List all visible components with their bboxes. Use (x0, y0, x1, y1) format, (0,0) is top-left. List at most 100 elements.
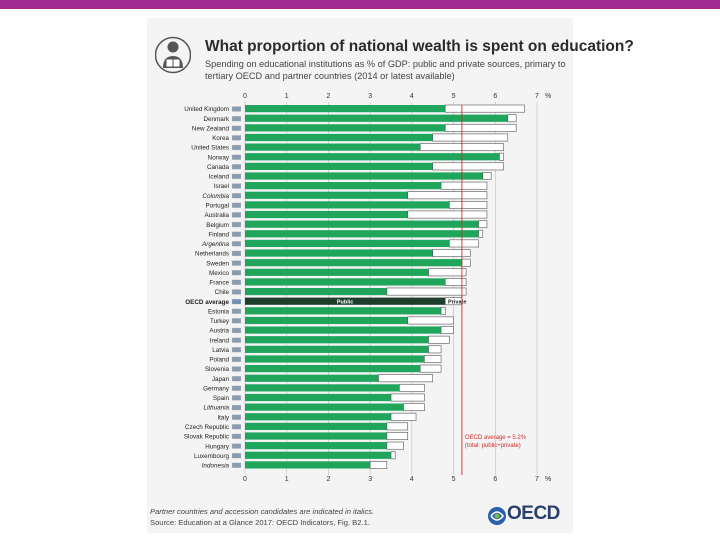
category-label: Lithuania (203, 405, 229, 412)
flag-icon (231, 375, 242, 382)
flag-icon (231, 241, 242, 247)
category-label: Norway (208, 154, 230, 161)
flag-icon (231, 404, 242, 411)
top-accent-bar (0, 0, 720, 9)
flag-icon (231, 356, 242, 363)
category-label: Sweden (206, 260, 229, 267)
bar-public (245, 162, 433, 170)
category-label: Latvia (212, 347, 229, 354)
x-tick-label-top: 3 (368, 93, 372, 100)
bar-public (245, 201, 450, 209)
flag-icon (231, 154, 242, 160)
oecd-average-annotation: (total: public+private) (465, 443, 521, 449)
category-label: OECD average (185, 299, 229, 306)
bar-public (245, 374, 379, 382)
category-label: Austria (209, 328, 229, 335)
flag-icon (231, 106, 242, 112)
bar-private (407, 191, 488, 200)
bar-private (407, 210, 488, 219)
bar-private (399, 383, 425, 392)
category-label: Japan (212, 376, 230, 383)
source-note: Source: Education at a Glance 2017: OECD… (150, 518, 370, 527)
bar-public (245, 210, 408, 219)
x-tick-label-top: 6 (493, 93, 497, 100)
flag-icon (231, 289, 242, 295)
bar-public (245, 143, 421, 151)
bar-private (428, 268, 467, 277)
x-tick-label-bottom: 7 (535, 476, 539, 483)
bar-public (245, 153, 500, 161)
flag-icon (231, 327, 242, 334)
x-tick-label-bottom: 0 (243, 476, 247, 483)
category-label: New Zealand (192, 125, 230, 132)
bar-public (245, 355, 425, 363)
category-label: Australia (205, 212, 230, 219)
flag-icon (231, 270, 242, 276)
bar-public (245, 451, 391, 459)
flag-icon (231, 298, 242, 305)
bar-private (432, 249, 471, 257)
category-label: United States (191, 145, 229, 152)
footnote: Partner countries and accession candidat… (150, 507, 375, 516)
category-label: Estonia (208, 308, 230, 315)
flag-icon (231, 135, 242, 141)
series-label-public: Public (337, 300, 354, 306)
category-label: Luxembourg (194, 453, 230, 460)
flag-icon (231, 424, 242, 430)
flag-icon (231, 193, 242, 199)
category-label: Slovenia (205, 366, 230, 373)
bar-public (245, 220, 479, 228)
category-label: Israel (214, 183, 229, 190)
category-label: France (209, 280, 229, 287)
bar-public (245, 268, 429, 276)
bar-private (386, 422, 408, 431)
bar-private (449, 201, 488, 209)
flag-icon (231, 308, 242, 314)
flag-icon (231, 414, 242, 420)
bar-public (245, 403, 404, 411)
x-tick-label-bottom: 5 (452, 476, 456, 483)
flag-icon (231, 173, 242, 180)
bar-private (440, 326, 454, 334)
bar-public (245, 316, 408, 325)
bar-public (245, 182, 442, 190)
bar-private (444, 278, 467, 286)
x-tick-label-bottom: 6 (493, 476, 497, 483)
category-label: Hungary (205, 443, 230, 450)
category-label: Colombia (202, 193, 229, 200)
flag-icon (231, 125, 242, 131)
oecd-logo-text: OECD (507, 503, 560, 524)
category-label: Iceland (209, 174, 230, 181)
flag-icon (231, 212, 242, 218)
bar-public (245, 336, 429, 344)
bar-private (390, 451, 396, 460)
bar-private (444, 104, 525, 113)
bar-private (386, 287, 467, 296)
category-label: Belgium (206, 222, 229, 229)
bar-private (432, 133, 509, 142)
category-label: United Kingdom (184, 106, 229, 113)
bar-public (245, 124, 446, 132)
bar-public (245, 422, 387, 430)
flag-icon (231, 443, 242, 449)
bar-private (419, 364, 442, 373)
flag-icon (231, 183, 242, 189)
bar-public (245, 442, 387, 450)
flag-icon (231, 250, 242, 257)
category-label: Finland (208, 231, 229, 238)
bar-private (386, 441, 404, 450)
bar-public (245, 345, 429, 353)
category-label: Poland (209, 357, 229, 364)
bar-private (440, 181, 488, 190)
series-label-private: Private (448, 300, 466, 306)
bar-public (245, 249, 433, 257)
flag-icon (231, 202, 242, 208)
x-tick-label-bottom: 1 (285, 476, 289, 483)
category-label: Indonesia (202, 463, 230, 470)
bar-public (245, 191, 408, 199)
bar-private (386, 432, 408, 440)
bar-private (378, 374, 434, 383)
bar-public (245, 259, 462, 267)
flag-icon (231, 144, 242, 151)
category-label: Chile (215, 289, 230, 296)
